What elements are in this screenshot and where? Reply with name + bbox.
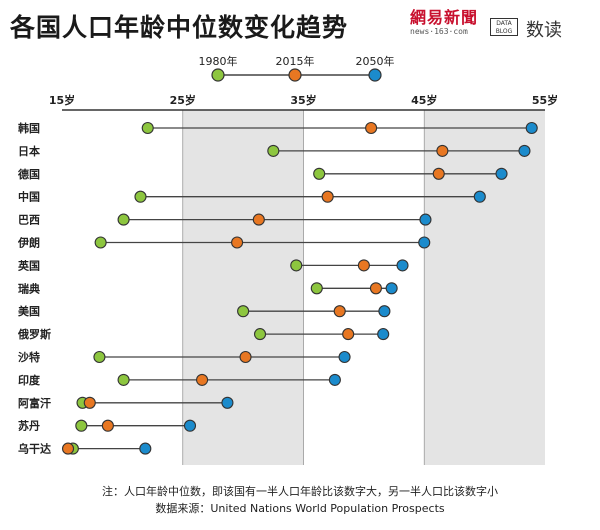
legend-marker	[288, 68, 302, 82]
country-label: 苏丹	[18, 419, 40, 433]
country-label: 印度	[18, 373, 41, 387]
point-1980	[117, 373, 130, 386]
country-row: 伊朗	[17, 236, 431, 250]
legend-label: 2050年	[356, 54, 395, 68]
country-row: 乌干达	[18, 442, 152, 456]
point-1980	[94, 236, 107, 249]
point-2050	[328, 373, 341, 386]
country-label: 德国	[17, 167, 40, 181]
country-row: 英国	[17, 258, 409, 272]
point-2015	[436, 144, 449, 157]
point-2015	[357, 259, 370, 272]
point-2050	[396, 259, 409, 272]
x-axis-ticks: 15岁 25岁 35岁 45岁 55岁	[49, 93, 558, 107]
country-row: 印度	[18, 373, 341, 387]
point-2050	[139, 442, 152, 455]
x-tick-label: 45岁	[411, 93, 437, 107]
point-2015	[321, 190, 334, 203]
point-2050	[385, 282, 398, 295]
country-label: 美国	[18, 304, 40, 318]
country-label: 乌干达	[18, 442, 51, 456]
point-2050	[221, 396, 234, 409]
point-2050	[419, 213, 432, 226]
point-1980	[93, 350, 106, 364]
point-2015	[83, 396, 96, 409]
x-tick-label: 35岁	[290, 93, 316, 107]
country-row: 阿富汗	[18, 396, 234, 410]
country-label: 伊朗	[17, 236, 40, 250]
country-row: 美国	[18, 304, 391, 318]
section-label: 数读	[526, 20, 562, 41]
datablog-badge: DATA BLOG	[490, 18, 518, 36]
point-2015	[342, 328, 355, 341]
point-2015	[239, 350, 252, 364]
country-row: 俄罗斯	[17, 327, 390, 341]
country-row: 韩国	[18, 121, 538, 135]
point-2050	[377, 328, 390, 341]
plot-band	[424, 110, 545, 465]
legend-label: 2015年	[276, 54, 315, 68]
point-1980	[267, 144, 280, 157]
point-1980	[313, 167, 326, 180]
point-2015	[252, 213, 265, 226]
point-2050	[183, 419, 197, 432]
x-tick-label: 25岁	[170, 93, 196, 107]
point-2050	[525, 121, 538, 135]
point-2015	[61, 442, 75, 455]
point-2015	[333, 305, 346, 318]
plot-bands	[62, 109, 545, 465]
point-1980	[237, 305, 250, 318]
country-label: 瑞典	[18, 281, 40, 295]
country-row: 德国	[17, 167, 508, 181]
country-label: 沙特	[18, 350, 40, 364]
footnote: 注：人口年龄中位数，即该国有一半人口年龄比该数字大，另一半人口比该数字小	[102, 485, 498, 498]
dumbbell-chart: 1980年 2015年 2050年 15岁 25岁 35岁 45岁 55岁 韩国日本德国中国…	[17, 54, 558, 465]
country-row: 瑞典	[18, 281, 398, 295]
plot-band	[182, 110, 304, 465]
point-2050	[518, 144, 531, 157]
point-2050	[378, 305, 391, 318]
point-1980	[134, 190, 147, 203]
point-2015	[432, 167, 445, 180]
legend: 1980年 2015年 2050年	[199, 54, 395, 82]
point-2015	[231, 236, 244, 249]
country-label: 韩国	[18, 121, 40, 135]
brand-name: 網易新聞	[410, 8, 479, 27]
country-row: 日本	[18, 144, 531, 158]
point-2015	[101, 419, 114, 432]
x-tick-label: 15岁	[49, 93, 75, 107]
point-1980	[75, 419, 88, 432]
point-2050	[338, 350, 351, 364]
country-row: 巴西	[18, 213, 432, 227]
point-1980	[253, 328, 267, 341]
country-row: 中国	[18, 190, 486, 204]
point-2050	[418, 236, 431, 249]
country-row: 沙特	[18, 350, 351, 364]
point-1980	[141, 121, 154, 135]
country-label: 巴西	[18, 214, 40, 227]
page-title: 各国人口年龄中位数变化趋势	[10, 13, 349, 42]
brand-logo: 網易新聞 news·163·com	[410, 9, 490, 45]
legend-label: 1980年	[199, 54, 238, 68]
country-label: 俄罗斯	[17, 327, 51, 341]
country-label: 日本	[18, 144, 40, 158]
legend-marker	[211, 68, 225, 82]
country-row: 苏丹	[18, 419, 197, 433]
point-2015	[196, 373, 209, 386]
point-2050	[495, 167, 508, 180]
point-2015	[365, 121, 378, 135]
source-note: 数据来源：United Nations World Population Pro…	[155, 502, 445, 515]
point-2050	[473, 190, 486, 203]
country-label: 阿富汗	[18, 396, 51, 410]
point-2015	[369, 282, 383, 295]
brand-url: news·163·com	[410, 27, 468, 36]
country-label: 中国	[18, 190, 40, 204]
point-1980	[310, 282, 323, 295]
point-1980	[290, 259, 303, 272]
point-1980	[117, 213, 130, 226]
x-tick-label: 55岁	[532, 93, 558, 107]
legend-marker	[368, 68, 382, 82]
country-label: 英国	[17, 258, 40, 272]
